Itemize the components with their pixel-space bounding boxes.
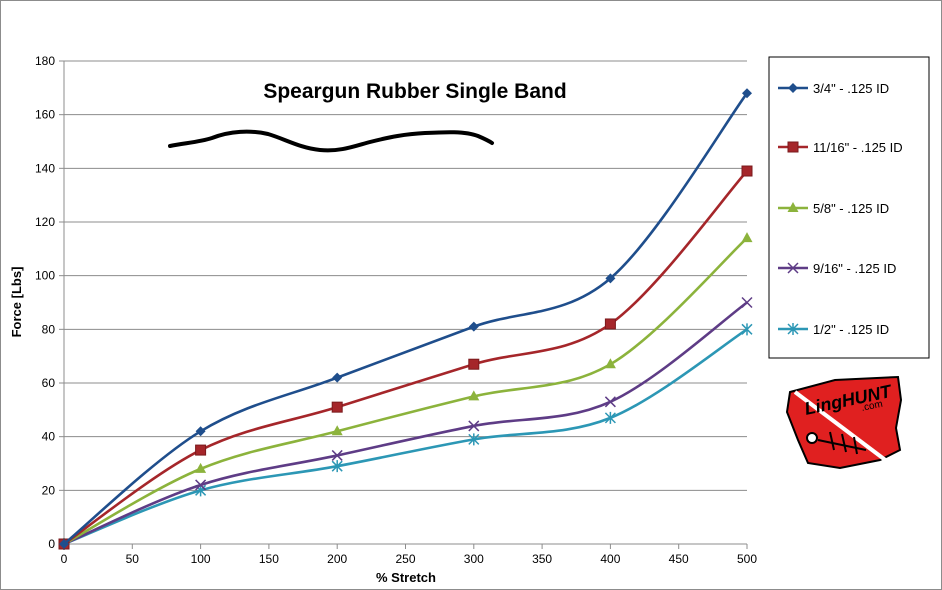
legend-item: 1/2" - .125 ID	[778, 322, 889, 337]
data-point	[195, 444, 207, 456]
series-line	[63, 92, 749, 546]
data-point	[331, 460, 343, 473]
data-point	[741, 165, 753, 177]
x-tick-label: 100	[191, 552, 211, 566]
x-tick-label: 450	[669, 552, 689, 566]
x-tick-label: 300	[464, 552, 484, 566]
y-tick-label: 180	[35, 54, 55, 68]
x-axis-title: % Stretch	[376, 570, 436, 585]
y-tick-label: 80	[42, 322, 56, 336]
x-tick-label: 200	[327, 552, 347, 566]
x-tick-label: 350	[532, 552, 552, 566]
data-point	[604, 358, 616, 369]
legend-label: 9/16" - .125 ID	[813, 261, 896, 276]
legend-marker	[787, 141, 799, 153]
y-tick-label: 140	[35, 161, 55, 175]
y-tick-label: 40	[42, 430, 56, 444]
logo-stripe	[793, 390, 890, 464]
x-tick-label: 0	[61, 552, 68, 566]
legend-item: 3/4" - .125 ID	[778, 81, 889, 96]
legend-label: 1/2" - .125 ID	[813, 322, 889, 337]
data-point	[468, 358, 480, 370]
data-point	[605, 273, 616, 284]
data-point	[741, 232, 753, 243]
legend-label: 11/16" - .125 ID	[813, 140, 903, 155]
legend-label: 3/4" - .125 ID	[813, 81, 889, 96]
series-line	[63, 328, 748, 546]
axes: 0 20 40 60 80 100 120 140 160 180 0 50 100 150 200 250 3…	[35, 54, 757, 566]
data-point	[195, 426, 206, 437]
logo-flag-shape	[785, 375, 903, 470]
fish-bones-icon	[806, 431, 867, 455]
series-line	[63, 301, 748, 546]
x-tick-label: 50	[126, 552, 140, 566]
y-tick-label: 160	[35, 108, 55, 122]
data-point	[59, 539, 69, 549]
data-point	[742, 88, 752, 99]
y-tick-label: 100	[35, 269, 55, 283]
series-line	[63, 237, 748, 546]
data-point	[604, 318, 616, 330]
x-tick-label: 250	[395, 552, 415, 566]
y-tick-label: 120	[35, 215, 55, 229]
x-tick-label: 150	[259, 552, 279, 566]
legend: 3/4" - .125 ID 11/16" - .125 ID 5/8" - .12…	[768, 56, 930, 359]
legend-marker	[787, 323, 799, 335]
data-point	[741, 296, 753, 309]
data-point	[331, 425, 343, 436]
y-tick-label: 60	[42, 376, 56, 390]
linghunt-logo: LingHUNT .com	[785, 375, 903, 470]
gridlines	[64, 60, 747, 491]
legend-marker	[788, 83, 798, 93]
data-point	[468, 433, 480, 446]
logo-sub-text: .com	[860, 399, 883, 414]
x-tick-label: 500	[737, 552, 757, 566]
y-tick-label: 0	[48, 537, 55, 551]
data-point	[741, 323, 753, 336]
data-point	[468, 390, 480, 401]
series-1	[59, 88, 752, 549]
data-point	[332, 372, 343, 383]
series-4	[58, 296, 753, 550]
y-tick-label: 20	[42, 483, 56, 497]
legend-marker	[787, 202, 799, 212]
legend-label: 5/8" - .125 ID	[813, 201, 889, 216]
data-point	[195, 462, 207, 473]
legend-item: 11/16" - .125 ID	[778, 140, 903, 155]
data-point	[195, 479, 207, 491]
decorative-squiggle	[168, 129, 494, 153]
x-tick-label: 400	[600, 552, 620, 566]
y-axis-title: Force [Lbs]	[9, 267, 24, 338]
legend-item: 9/16" - .125 ID	[778, 261, 896, 276]
data-point	[468, 420, 480, 432]
series-2	[58, 165, 753, 550]
data-point	[604, 411, 616, 424]
data-point	[331, 449, 343, 461]
series-layer	[58, 88, 753, 550]
data-point	[604, 396, 616, 408]
chart-title: Speargun Rubber Single Band	[263, 80, 566, 103]
legend-item: 5/8" - .125 ID	[778, 201, 889, 216]
data-point	[331, 401, 343, 413]
data-point	[468, 321, 479, 332]
series-line	[63, 170, 748, 546]
legend-marker	[787, 262, 799, 274]
